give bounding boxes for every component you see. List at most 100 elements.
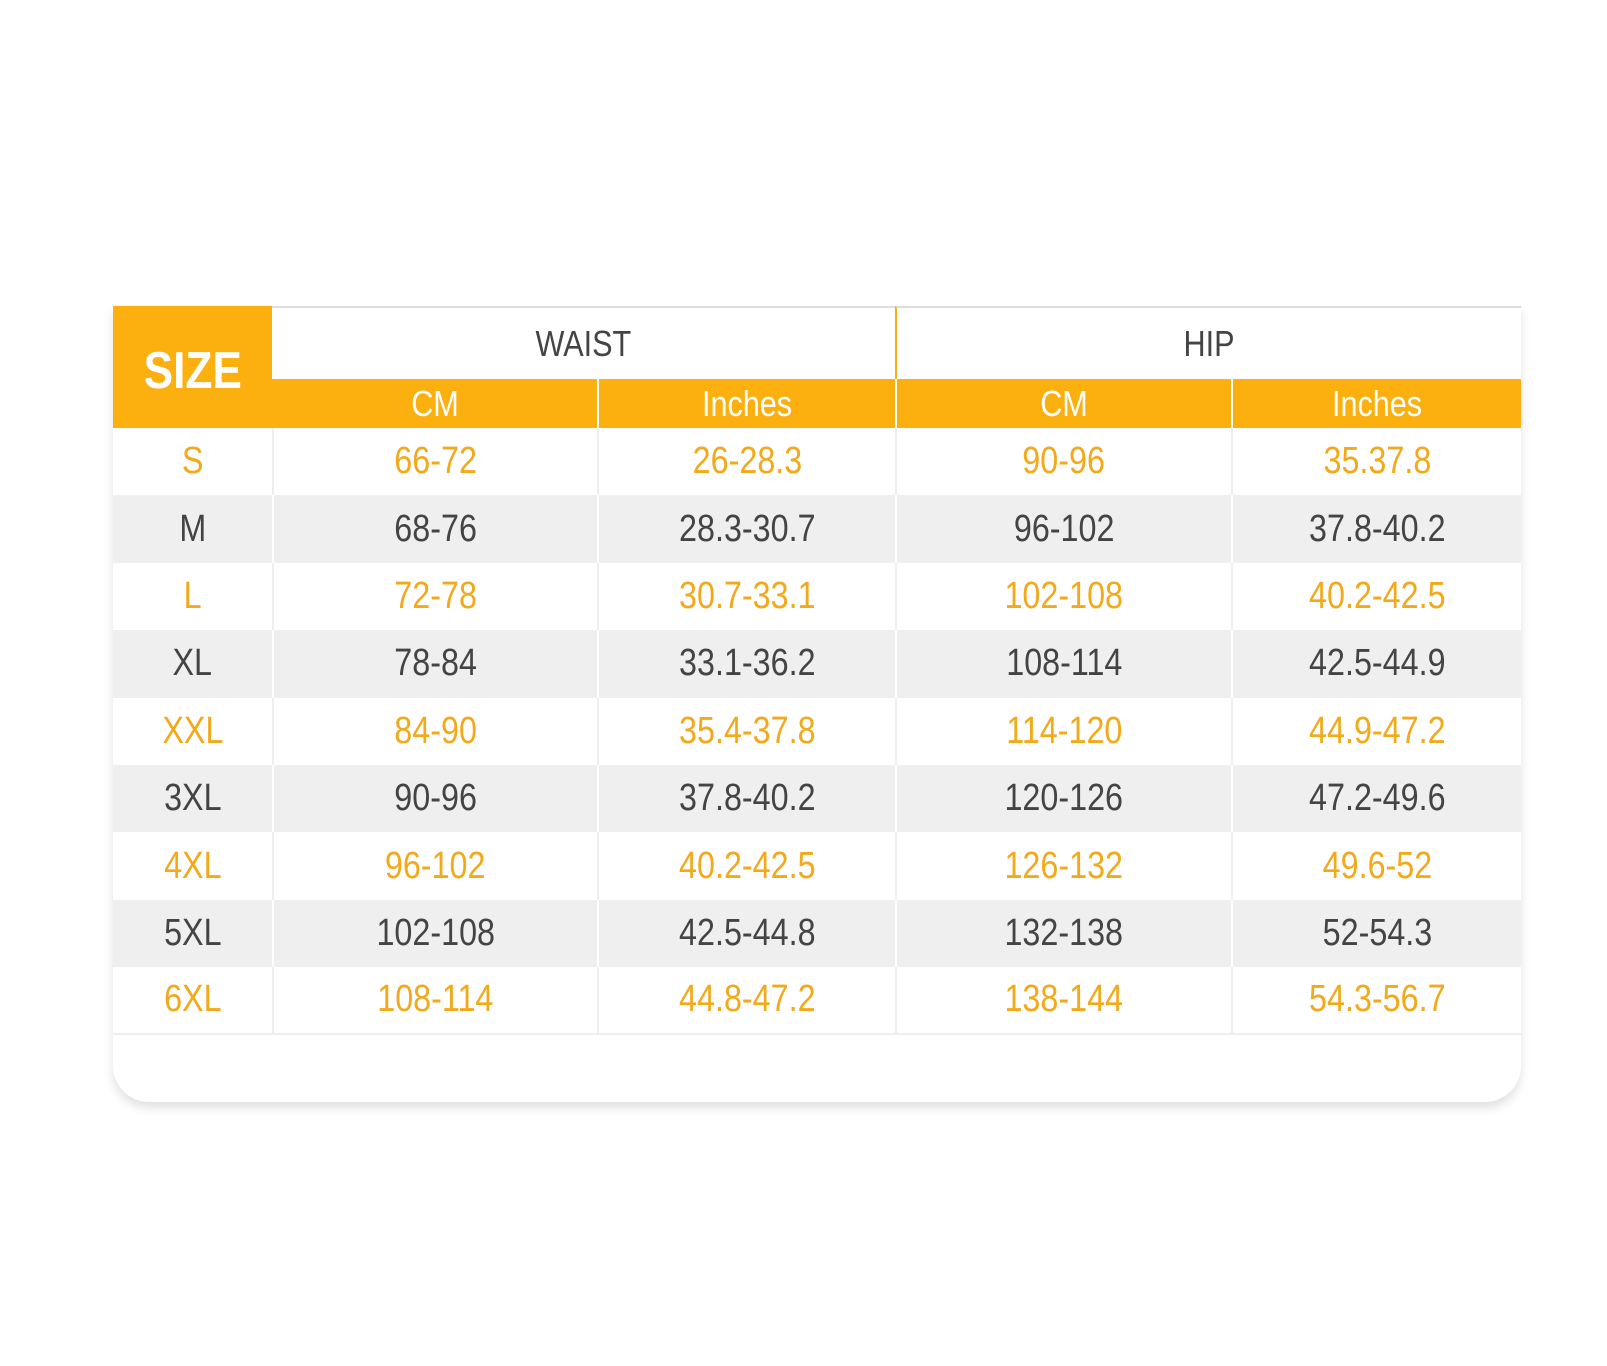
size-value-text: 44.8-47.2 [678,978,816,1021]
size-value: 44.9-47.2 [1231,697,1521,765]
subheader-text: CM [410,382,459,424]
group-header: HIP [895,306,1521,379]
size-label: XL [113,630,272,698]
size-value-text: 33.1-36.2 [678,642,816,685]
size-value: 84-90 [272,697,597,765]
size-value: 114-120 [895,697,1231,765]
size-value-text: 40.2-42.5 [1308,574,1446,617]
size-label: M [113,495,272,563]
size-value-text: 47.2-49.6 [1308,777,1446,820]
subheader: Inches [597,379,895,428]
size-value-text: 52-54.3 [1322,911,1432,954]
size-value-text: 30.7-33.1 [678,574,816,617]
size-value: 52-54.3 [1231,899,1521,968]
size-value: 120-126 [895,765,1231,833]
size-label-text: XL [172,642,213,685]
size-value: 37.8-40.2 [597,765,895,833]
size-value: 30.7-33.1 [597,562,895,631]
size-label: 4XL [113,832,272,900]
subheader-text: Inches [1331,382,1423,424]
size-value-text: 78-84 [394,642,477,685]
size-value: 90-96 [895,428,1231,496]
size-value-text: 114-120 [1005,709,1123,752]
size-value-text: 54.3-56.7 [1308,978,1446,1021]
size-value: 49.6-52 [1231,832,1521,900]
size-value: 42.5-44.9 [1231,630,1521,698]
size-value-text: 37.8-40.2 [678,777,816,820]
size-value-text: 120-126 [1004,777,1124,820]
size-value: 68-76 [272,495,597,563]
size-value: 40.2-42.5 [597,832,895,900]
size-value-text: 102-108 [1004,574,1124,617]
size-value-text: 108-114 [377,978,494,1021]
subheader: CM [895,379,1231,428]
subheader-text: CM [1040,382,1088,424]
subheader: CM [272,379,597,428]
size-value-text: 132-138 [1004,911,1124,954]
group-header-text: HIP [1183,322,1235,364]
size-value-text: 28.3-30.7 [678,507,816,550]
size-value-text: 35.37.8 [1323,440,1431,483]
size-value-text: 44.9-47.2 [1308,709,1446,752]
size-value: 102-108 [895,562,1231,631]
size-value-text: 96-102 [385,844,486,887]
size-label-text: 4XL [163,844,222,887]
size-label-text: S [181,440,204,483]
size-value: 33.1-36.2 [597,630,895,698]
size-value: 132-138 [895,899,1231,968]
size-value-text: 66-72 [394,440,477,483]
size-value-text: 138-144 [1004,978,1124,1021]
size-value: 78-84 [272,630,597,698]
subheader: Inches [1231,379,1521,428]
size-value-text: 40.2-42.5 [678,844,816,887]
size-value-text: 126-132 [1004,844,1124,887]
size-value: 72-78 [272,562,597,631]
size-value-text: 26-28.3 [692,440,802,483]
size-label-text: M [179,507,206,550]
size-value-text: 90-96 [1022,440,1106,483]
size-label: S [113,428,272,496]
size-value: 138-144 [895,967,1231,1035]
size-label-text: XXL [161,709,224,752]
size-value: 102-108 [272,899,597,968]
size-label-text: 5XL [163,911,222,954]
size-value: 108-114 [895,630,1231,698]
size-value: 35.37.8 [1231,428,1521,496]
size-label: 6XL [113,967,272,1035]
size-header: SIZE [113,306,272,428]
size-label-text: 6XL [163,978,222,1021]
size-value: 126-132 [895,832,1231,900]
group-header-text: WAIST [535,322,632,364]
size-value: 108-114 [272,967,597,1035]
size-value: 40.2-42.5 [1231,562,1521,631]
size-value: 37.8-40.2 [1231,495,1521,563]
size-value-text: 42.5-44.8 [678,911,816,954]
size-value: 42.5-44.8 [597,899,895,968]
size-value-text: 84-90 [394,709,477,752]
subheader-text: Inches [701,382,793,424]
size-value: 54.3-56.7 [1231,967,1521,1035]
group-header: WAIST [272,306,895,379]
size-value: 96-102 [895,495,1231,563]
size-label-text: L [183,574,202,617]
size-label-text: 3XL [163,777,222,820]
size-value: 26-28.3 [597,428,895,496]
size-value: 28.3-30.7 [597,495,895,563]
size-chart-card: SIZE WAIST HIP CM Inches CM Inches S 66-72 26-28.… [113,306,1521,1102]
size-value: 47.2-49.6 [1231,765,1521,833]
size-value: 44.8-47.2 [597,967,895,1035]
size-value: 96-102 [272,832,597,900]
size-value-text: 96-102 [1013,507,1115,550]
size-value-text: 42.5-44.9 [1308,642,1446,685]
size-value-text: 68-76 [394,507,477,550]
size-header-text: SIZE [143,342,242,400]
size-label: 5XL [113,899,272,968]
size-value-text: 35.4-37.8 [678,709,816,752]
size-label: XXL [113,697,272,765]
size-value-text: 102-108 [376,911,495,954]
size-value-text: 72-78 [394,574,477,617]
size-value: 35.4-37.8 [597,697,895,765]
size-label: 3XL [113,765,272,833]
size-value-text: 49.6-52 [1322,844,1432,887]
